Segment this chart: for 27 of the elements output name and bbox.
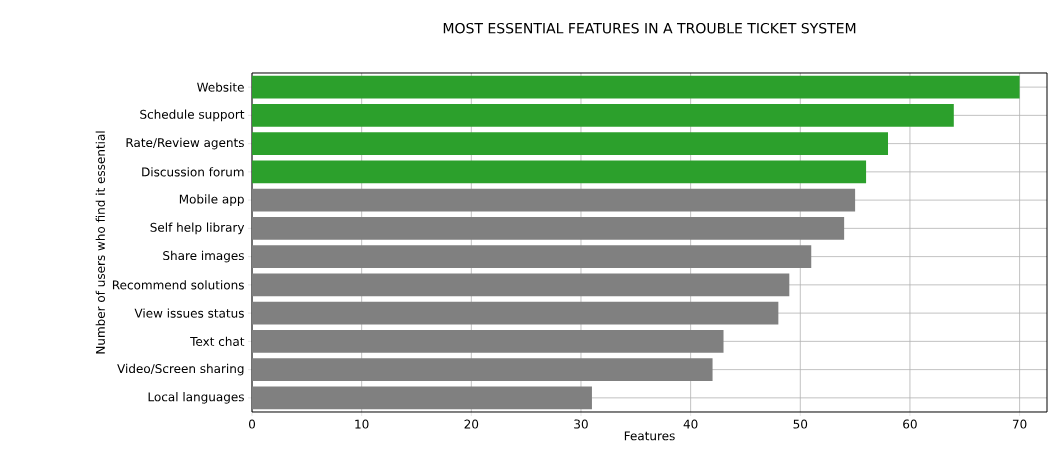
y-tick-label: Share images	[163, 250, 244, 263]
y-tick-label: Discussion forum	[142, 167, 244, 177]
y-axis-title: Number of users who find it essential	[95, 131, 105, 354]
x-tick-label: 70	[1012, 419, 1027, 429]
y-tick-label: View issues status	[134, 308, 244, 318]
x-tick-label: 20	[464, 419, 479, 429]
bar	[252, 75, 1020, 99]
x-tick-label: 30	[574, 419, 588, 429]
y-tick-label: Schedule support	[140, 109, 245, 122]
x-tick-label: 40	[683, 419, 698, 429]
y-tick-label: Local languages	[148, 392, 244, 404]
x-tick-label: 60	[903, 419, 917, 429]
y-tick-label: Rate/Review agents	[126, 137, 244, 150]
x-tick-label: 0	[248, 419, 256, 429]
y-tick-label: Mobile app	[179, 194, 244, 206]
y-tick-label: Website	[197, 82, 244, 92]
y-tick-label: Self help library	[150, 222, 245, 235]
bar	[252, 104, 954, 127]
bar	[252, 132, 889, 155]
y-tick-label: Video/Screen sharing	[117, 363, 244, 376]
y-tick-label: Text chat	[190, 336, 245, 347]
x-axis-title: Features	[624, 431, 675, 441]
bar	[252, 160, 867, 184]
chart-title: MOST ESSENTIAL FEATURES IN A TROUBLE TICKET SYSTEM	[443, 22, 856, 34]
x-tick-label: 50	[793, 419, 808, 429]
x-tick-label: 10	[355, 419, 369, 429]
y-tick-label: Recommend solutions	[112, 280, 244, 290]
